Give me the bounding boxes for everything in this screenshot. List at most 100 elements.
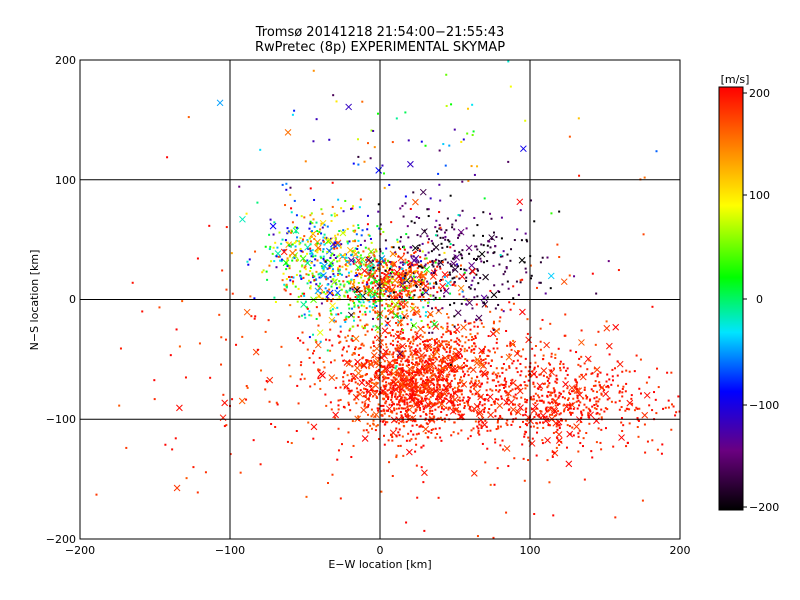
y-tick-label: 100 <box>55 174 76 187</box>
scatter-x-marker <box>465 244 473 252</box>
scatter-dot <box>439 226 442 229</box>
scatter-dot <box>453 399 456 402</box>
scatter-dot <box>670 428 673 431</box>
scatter-dot <box>437 349 440 352</box>
scatter-dot <box>451 368 454 371</box>
scatter-dot <box>391 390 394 393</box>
scatter-dot <box>394 395 397 398</box>
scatter-dot <box>345 268 348 271</box>
scatter-dot <box>450 345 453 348</box>
scatter-x-marker <box>361 267 368 275</box>
scatter-dot <box>416 306 419 309</box>
scatter-dot <box>370 385 373 388</box>
scatter-dot <box>504 383 507 386</box>
scatter-dot <box>554 395 557 398</box>
scatter-dot <box>352 240 355 243</box>
scatter-dot <box>508 353 511 356</box>
scatter-dot <box>288 244 291 247</box>
scatter-dot <box>410 346 413 349</box>
scatter-dot <box>445 73 448 76</box>
scatter-dot <box>439 279 442 282</box>
scatter-dot <box>331 268 334 271</box>
scatter-dot <box>407 364 410 367</box>
scatter-dot <box>334 257 337 260</box>
scatter-dot <box>389 410 392 413</box>
scatter-dot <box>654 398 657 401</box>
scatter-dot <box>453 128 456 131</box>
scatter-x-marker <box>573 423 580 430</box>
scatter-dot <box>362 429 365 432</box>
scatter-x-marker <box>442 287 450 295</box>
scatter-dot <box>370 359 373 362</box>
scatter-dot <box>467 399 470 402</box>
scatter-dot <box>336 233 339 236</box>
scatter-dot <box>477 395 480 398</box>
scatter-dot <box>583 388 586 391</box>
scatter-dot <box>401 386 404 389</box>
scatter-dot <box>546 386 549 389</box>
scatter-dot <box>329 263 332 266</box>
scatter-dot <box>365 390 368 393</box>
scatter-dot <box>590 388 593 391</box>
scatter-dot <box>664 406 667 409</box>
scatter-dot <box>285 182 288 185</box>
scatter-dot <box>398 347 401 350</box>
scatter-dot <box>321 291 324 294</box>
scatter-dot <box>450 339 453 342</box>
scatter-dot <box>392 388 395 391</box>
scatter-dot <box>356 248 359 251</box>
scatter-dot <box>395 434 398 437</box>
scatter-dot <box>406 323 409 326</box>
scatter-dot <box>608 378 611 381</box>
scatter-dot <box>365 381 368 384</box>
scatter-x-marker <box>509 379 517 387</box>
scatter-dot <box>452 257 455 260</box>
scatter-dot <box>438 149 441 152</box>
scatter-dot <box>422 325 425 328</box>
scatter-dot <box>504 390 507 393</box>
scatter-dot <box>547 409 550 412</box>
scatter-dot <box>524 267 527 270</box>
scatter-dot <box>264 245 267 248</box>
scatter-dot <box>412 339 415 342</box>
scatter-dot <box>376 311 379 314</box>
scatter-dot <box>374 429 377 432</box>
scatter-dot <box>269 245 272 248</box>
scatter-dot <box>443 347 446 350</box>
scatter-dot <box>479 401 482 404</box>
scatter-dot <box>396 308 399 311</box>
scatter-dot <box>358 363 361 366</box>
scatter-dot <box>265 380 268 383</box>
scatter-dot <box>420 260 423 263</box>
scatter-dot <box>410 282 413 285</box>
scatter-dot <box>420 400 423 403</box>
scatter-dot <box>496 347 499 350</box>
scatter-dot <box>388 363 391 366</box>
scatter-dot <box>445 397 448 400</box>
scatter-dot <box>294 245 297 248</box>
scatter-dot <box>460 254 463 257</box>
scatter-dot <box>315 118 318 121</box>
scatter-dot <box>405 299 408 302</box>
scatter-dot <box>437 496 440 499</box>
scatter-dot <box>370 363 373 366</box>
scatter-dot <box>419 295 422 298</box>
scatter-dot <box>419 250 422 253</box>
scatter-dot <box>343 319 346 322</box>
scatter-dot <box>439 345 442 348</box>
scatter-dot <box>514 393 517 396</box>
scatter-dot <box>349 263 352 266</box>
scatter-dot <box>350 456 353 459</box>
scatter-dot <box>535 413 538 416</box>
colorbar-tick-label: 100 <box>749 189 770 202</box>
scatter-dot <box>435 386 438 389</box>
scatter-dot <box>460 232 463 235</box>
scatter-dot <box>395 365 398 368</box>
scatter-x-marker <box>481 370 489 378</box>
scatter-dot <box>400 267 403 270</box>
scatter-dot <box>390 396 393 399</box>
scatter-dot <box>388 269 391 272</box>
scatter-dot <box>406 377 409 380</box>
scatter-dot <box>384 353 387 356</box>
scatter-dot <box>500 397 503 400</box>
